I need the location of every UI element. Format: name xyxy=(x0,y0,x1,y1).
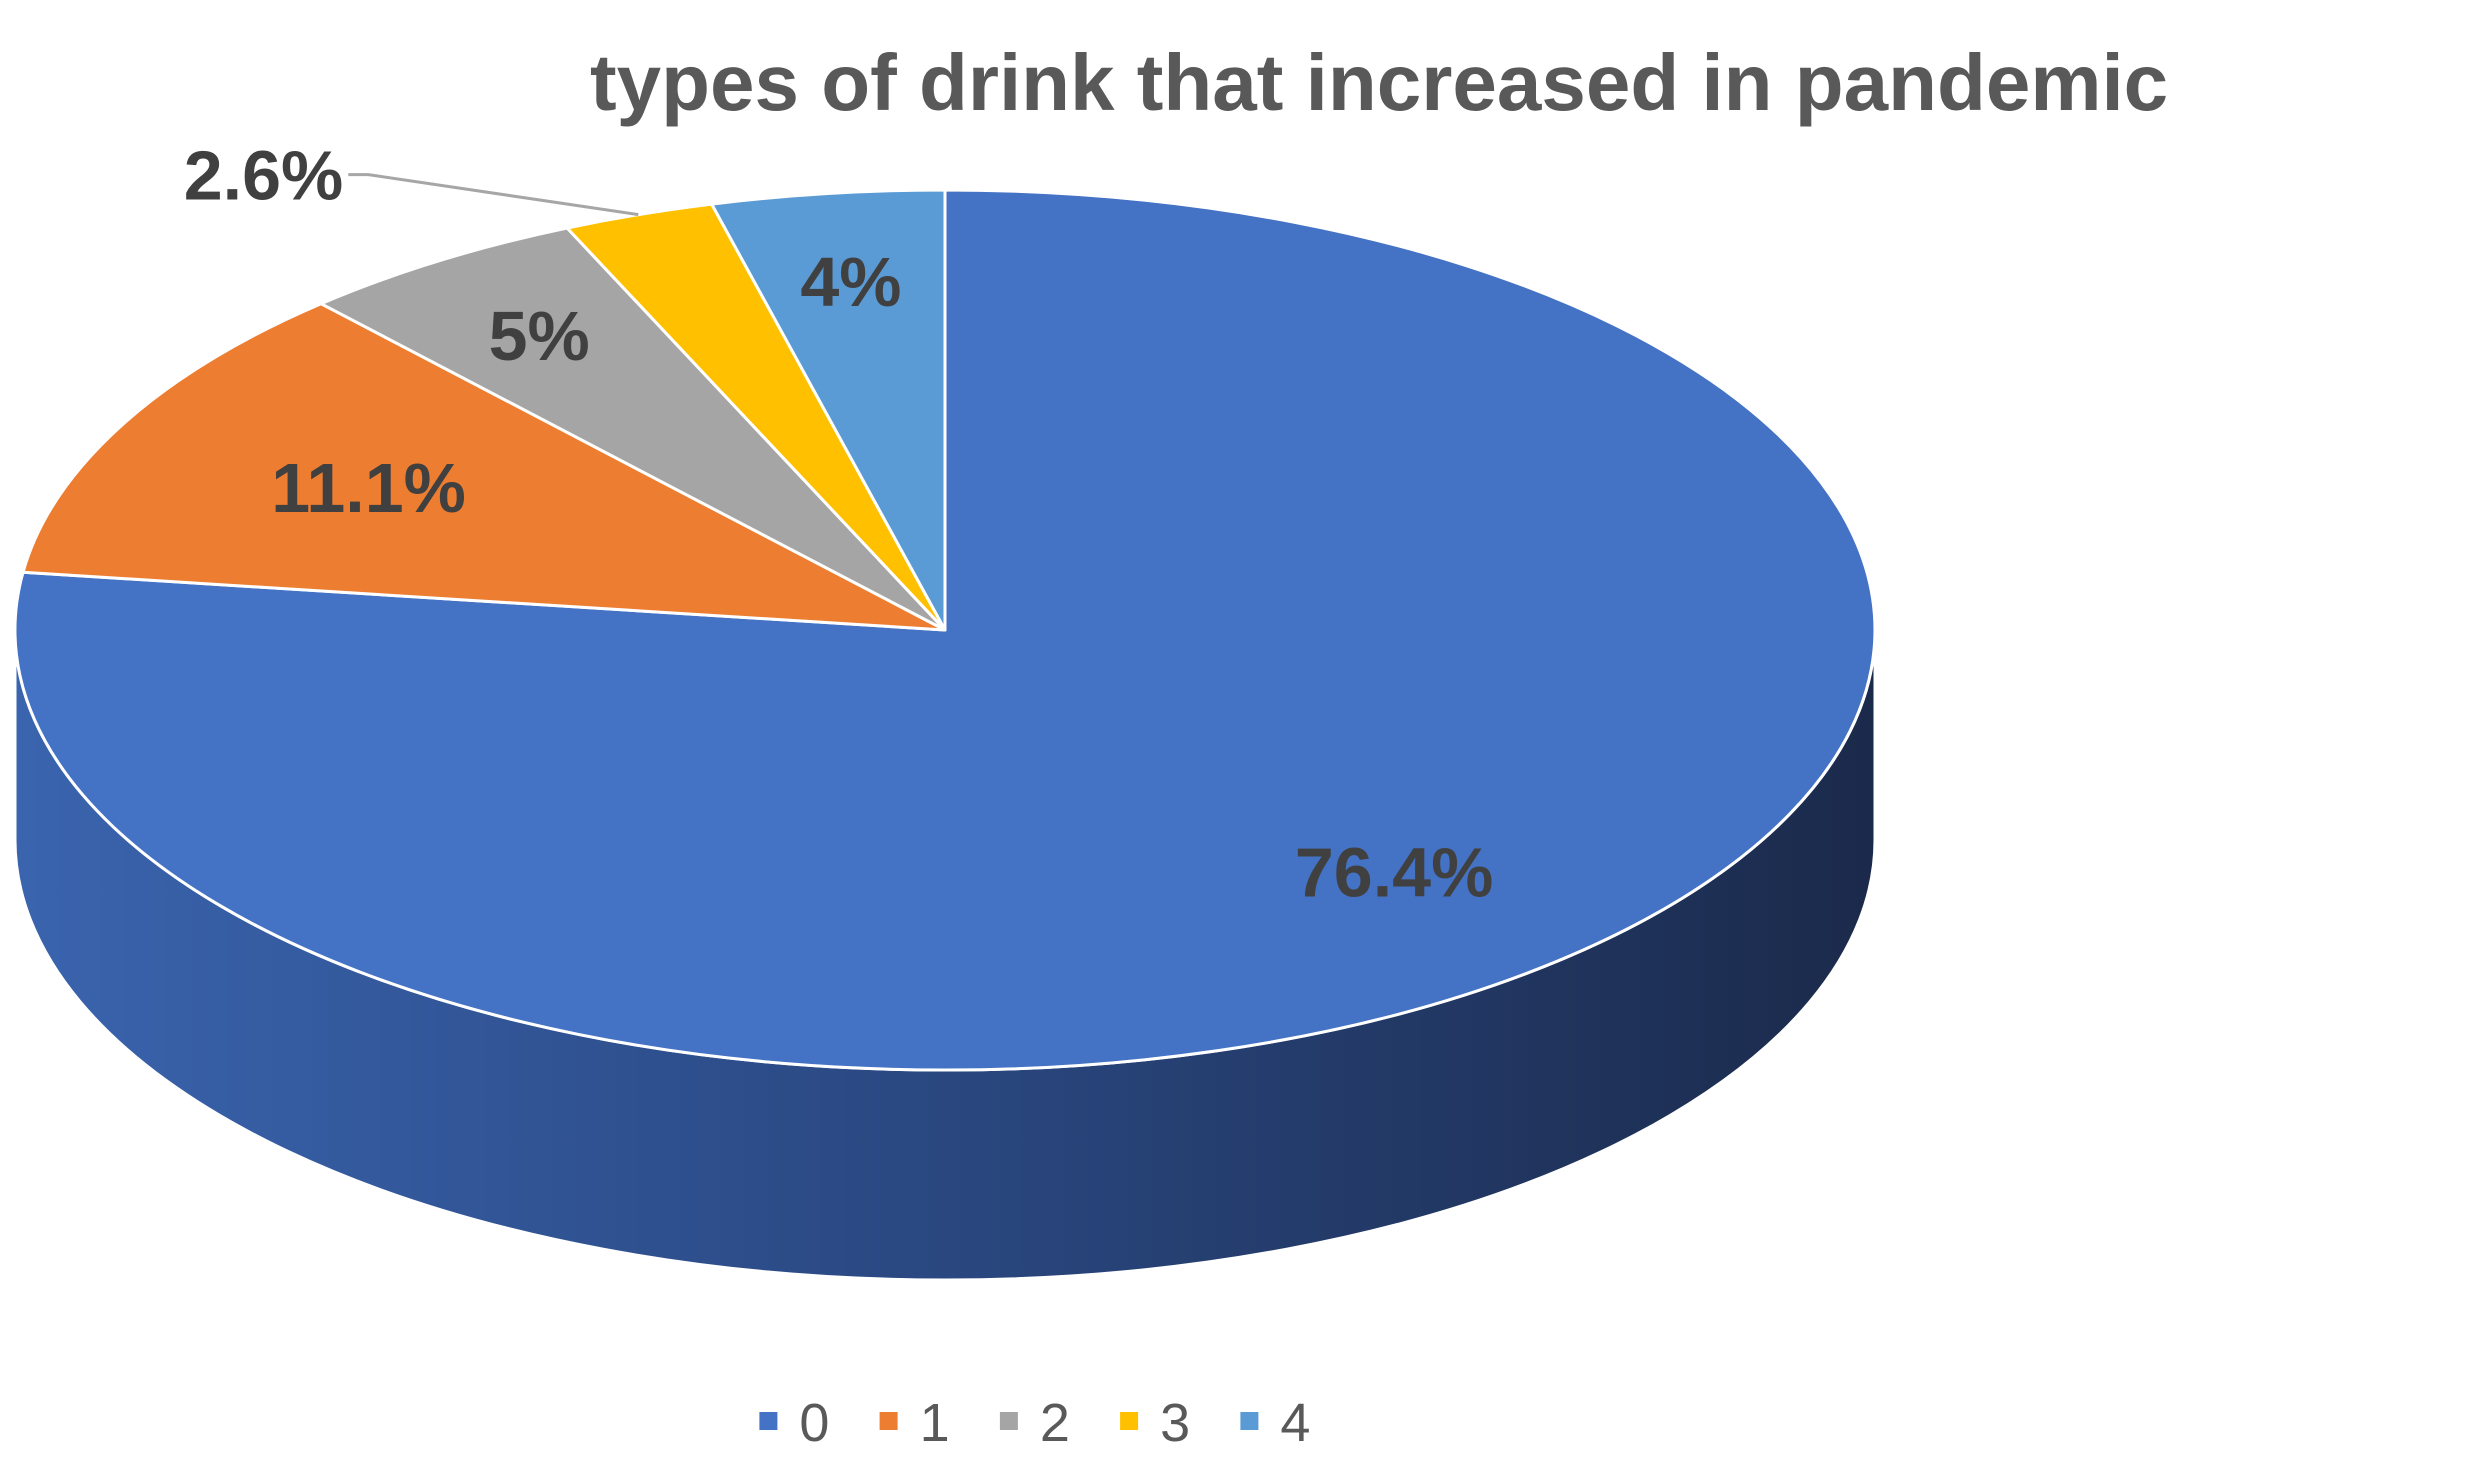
legend-swatch-3 xyxy=(1120,1412,1139,1430)
legend-swatch-1 xyxy=(879,1412,898,1430)
legend: 0 1 2 3 4 xyxy=(759,1393,1310,1453)
legend-label-1: 1 xyxy=(920,1393,950,1453)
leader-line-3 xyxy=(348,173,639,217)
data-label-4: 4% xyxy=(800,243,901,321)
data-label-3: 2.6% xyxy=(184,137,344,215)
data-label-0: 76.4% xyxy=(1295,834,1493,912)
data-label-2: 5% xyxy=(489,297,590,375)
pie-top-layer xyxy=(13,188,1877,1072)
legend-label-4: 4 xyxy=(1280,1393,1310,1453)
pie-slice-4 xyxy=(710,188,947,632)
pie-slice-2 xyxy=(319,226,947,632)
legend-label-0: 0 xyxy=(799,1393,829,1453)
legend-swatch-2 xyxy=(999,1412,1018,1430)
data-label-layer: 76.4% 11.1% 5% 2.6% 4% xyxy=(184,137,1494,912)
data-label-1: 11.1% xyxy=(271,449,466,527)
legend-swatch-0 xyxy=(759,1412,778,1430)
chart-title: types of drink that increased in pandemi… xyxy=(590,38,2168,127)
legend-label-2: 2 xyxy=(1040,1393,1070,1453)
legend-swatch-4 xyxy=(1240,1412,1259,1430)
pie-slice-1 xyxy=(21,302,947,632)
legend-label-3: 3 xyxy=(1160,1393,1190,1453)
pie-slice-0 xyxy=(13,188,1877,1072)
